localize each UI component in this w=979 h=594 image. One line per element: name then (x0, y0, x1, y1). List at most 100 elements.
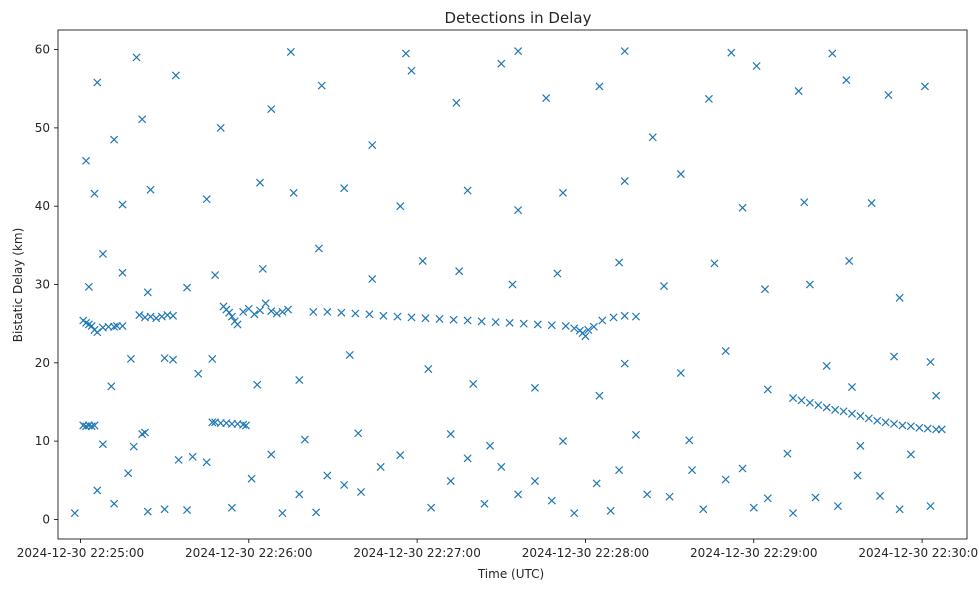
detection-point (337, 308, 346, 317)
detection-point (351, 309, 360, 318)
detection-point (589, 322, 598, 331)
detection-point (312, 508, 321, 517)
detection-point (505, 318, 514, 327)
detection-point (592, 479, 601, 488)
detection-point (853, 471, 862, 480)
detection-point (833, 502, 842, 511)
detection-point (595, 391, 604, 400)
detection-point (542, 94, 551, 103)
detection-point (446, 477, 455, 486)
detection-point (553, 269, 562, 278)
detection-point (379, 311, 388, 320)
detection-point (727, 48, 736, 57)
detection-point (138, 115, 147, 124)
detection-point (169, 311, 178, 320)
y-tick-label: 50 (35, 121, 50, 135)
detection-point (480, 499, 489, 508)
detection-point (345, 350, 354, 360)
detection-point (721, 475, 730, 484)
detection-point (157, 312, 166, 321)
detection-point (615, 466, 624, 475)
detection-point (250, 310, 259, 319)
detection-point (631, 312, 640, 321)
x-tick-label: 2024-12-30 22:30:00 (858, 546, 979, 560)
detection-point (643, 490, 652, 499)
detection-point (519, 319, 528, 328)
detection-point (558, 437, 568, 446)
detection-point (124, 469, 133, 478)
detection-point (738, 464, 747, 473)
detection-point (143, 288, 152, 297)
detection-point (831, 405, 840, 414)
detection-point (278, 509, 287, 518)
detection-point (497, 59, 506, 68)
detection-point (323, 471, 332, 480)
detection-point (98, 249, 107, 258)
detection-point (340, 184, 349, 193)
detection-point (514, 47, 523, 56)
detection-point (491, 318, 500, 327)
detection-point (469, 379, 478, 388)
detection-point (906, 422, 915, 431)
x-axis-label: Time (UTC) (477, 567, 544, 581)
detection-point (926, 358, 935, 367)
detection-point (188, 452, 197, 461)
detection-point (932, 391, 941, 400)
detection-point (354, 429, 363, 438)
chart-title: Detections in Delay (445, 9, 592, 27)
detection-point (463, 316, 472, 325)
detection-point (82, 156, 91, 165)
detection-point (421, 314, 430, 323)
detection-point (547, 496, 556, 505)
detection-point (864, 414, 873, 423)
detection-point (609, 313, 618, 322)
detection-point (508, 280, 517, 289)
detection-point (760, 285, 770, 294)
detection-point (202, 195, 211, 204)
detection-point (118, 200, 127, 209)
detection-point (255, 306, 265, 315)
detection-point (631, 430, 640, 439)
detection-point (424, 365, 433, 374)
detection-point (749, 503, 758, 512)
detection-point (710, 259, 719, 268)
detection-point (309, 307, 318, 316)
detection-point (721, 347, 730, 356)
detection-point (845, 256, 854, 266)
detection-point (418, 256, 427, 266)
detection-point (581, 332, 590, 341)
detection-point (805, 280, 814, 289)
detection-point (261, 299, 270, 308)
detection-point (688, 466, 697, 475)
detection-point (620, 47, 629, 56)
detection-point (267, 450, 276, 459)
detection-point (314, 244, 323, 253)
y-axis-label: Bistatic Delay (km) (11, 228, 25, 343)
detection-point (794, 87, 803, 96)
detection-point (839, 407, 848, 416)
detection-point (570, 509, 579, 518)
detection-point (828, 49, 837, 58)
detection-point (208, 354, 217, 363)
detection-point (598, 316, 607, 325)
detection-point (401, 49, 410, 58)
detection-point (368, 274, 377, 284)
detection-point (620, 177, 629, 186)
detection-point (752, 61, 761, 71)
detection-point (90, 421, 99, 430)
detection-point (847, 409, 856, 418)
detection-point (227, 503, 236, 512)
detection-point (146, 312, 155, 321)
detection-point (895, 505, 904, 514)
detection-point (323, 307, 332, 316)
detection-point (584, 325, 593, 334)
detection-point (267, 105, 276, 114)
detection-point (258, 264, 267, 273)
detection-point (107, 382, 116, 391)
detection-point (926, 502, 935, 511)
detection-point (800, 198, 809, 207)
detection-point (763, 494, 772, 503)
detection-point (216, 123, 225, 132)
detection-point (174, 455, 183, 464)
detection-point (407, 66, 416, 75)
